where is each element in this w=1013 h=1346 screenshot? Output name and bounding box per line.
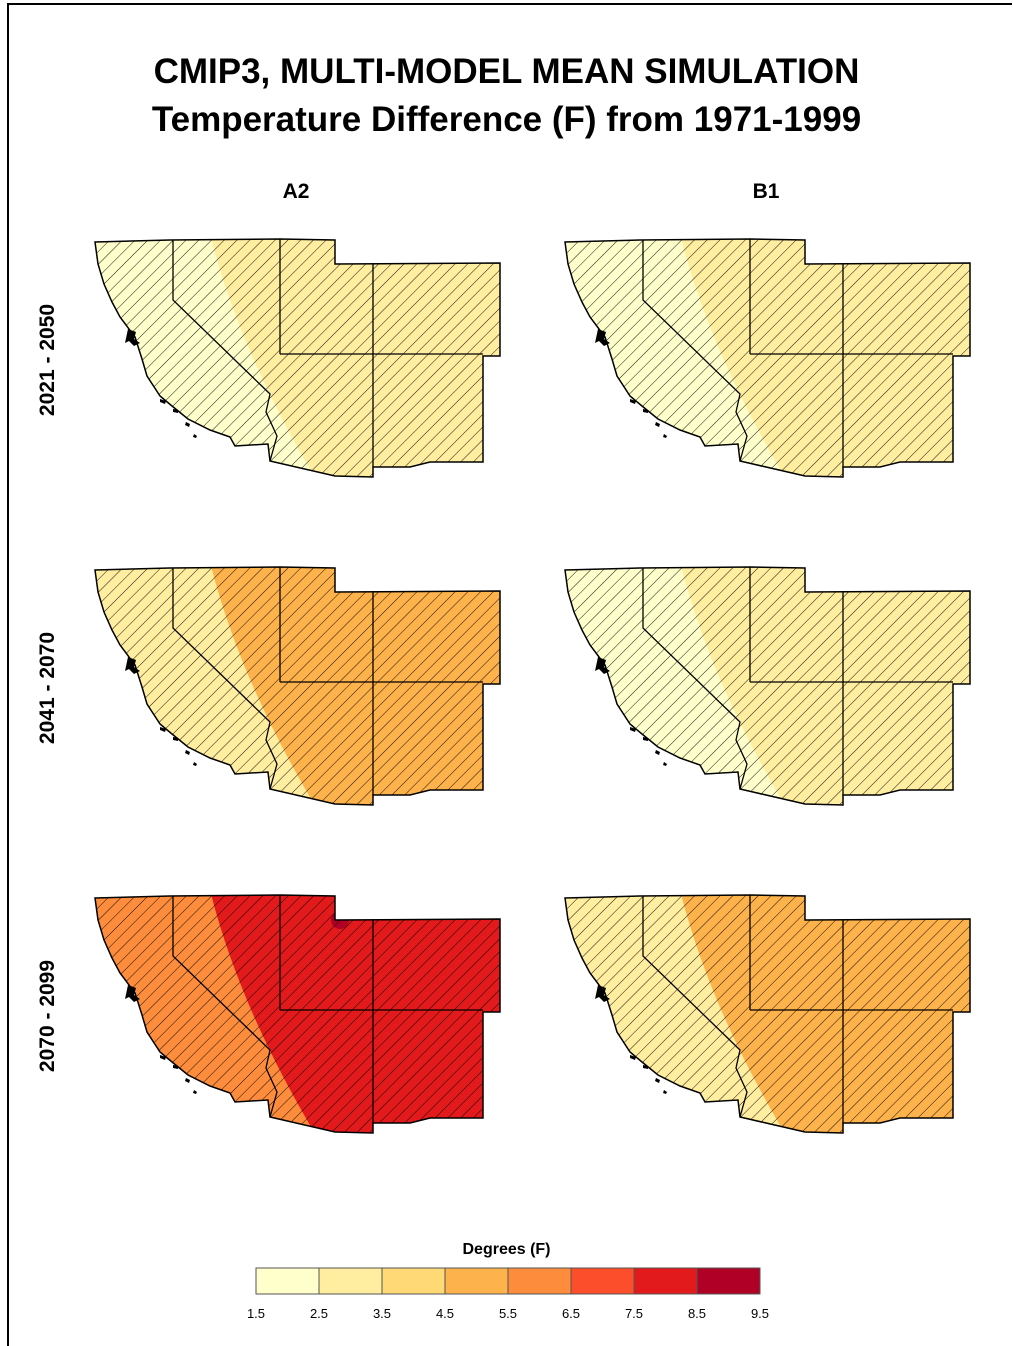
legend-title: Degrees (F) (462, 1241, 551, 1258)
row-label-2021-2050: 2021 - 2050 (36, 303, 59, 417)
state-border (642, 568, 748, 790)
island (663, 762, 667, 766)
state-border (642, 896, 748, 1118)
island (663, 434, 667, 438)
legend-tick-label: 6.5 (561, 1306, 581, 1321)
legend-swatch (444, 1267, 509, 1295)
significance-hatching (565, 239, 970, 477)
significance-hatching (565, 567, 970, 805)
island (630, 1055, 636, 1060)
map-b1-2021-2050 (564, 238, 971, 478)
island (630, 399, 636, 404)
map-a2-2021-2050 (94, 238, 501, 478)
island (193, 762, 197, 766)
island (193, 1090, 197, 1094)
island (173, 737, 178, 741)
bay (595, 657, 610, 674)
island (193, 434, 197, 438)
bay (595, 329, 610, 346)
island (160, 1055, 166, 1060)
legend-swatch (318, 1267, 383, 1295)
island (160, 399, 166, 404)
legend-swatch (381, 1267, 446, 1295)
bay (125, 985, 140, 1002)
column-label-a2: A2 (282, 180, 310, 203)
figure-title-line1: CMIP3, MULTI-MODEL MEAN SIMULATION (153, 52, 860, 91)
legend-tick-label: 2.5 (309, 1306, 329, 1321)
legend-swatch (696, 1267, 761, 1295)
island (185, 1078, 190, 1083)
map-b1-2070-2099 (564, 894, 971, 1134)
bay (125, 657, 140, 674)
island (173, 409, 178, 413)
island (173, 1065, 178, 1069)
legend-tick-label: 7.5 (624, 1306, 644, 1321)
legend-swatch (633, 1267, 698, 1295)
significance-hatching (95, 239, 500, 477)
legend-swatch (507, 1267, 572, 1295)
legend-color-bar (255, 1267, 761, 1295)
map-a2-2070-2099 (94, 894, 501, 1134)
island (185, 422, 190, 427)
row-label-2070-2099: 2070 - 2099 (36, 959, 59, 1073)
significance-hatching (95, 895, 500, 1133)
bay (595, 985, 610, 1002)
bay (125, 329, 140, 346)
island (655, 422, 660, 427)
column-label-b1: B1 (752, 180, 780, 203)
island (655, 1078, 660, 1083)
legend-tick-label: 9.5 (750, 1306, 770, 1321)
state-border (172, 240, 278, 462)
island (655, 750, 660, 755)
island (630, 727, 636, 732)
figure-title-line2: Temperature Difference (F) from 1971-199… (151, 100, 862, 139)
island (643, 409, 648, 413)
island (643, 737, 648, 741)
significance-hatching (565, 895, 970, 1133)
row-label-2041-2070: 2041 - 2070 (36, 631, 59, 745)
map-a2-2041-2070 (94, 566, 501, 806)
significance-hatching (95, 567, 500, 805)
legend-swatch (255, 1267, 320, 1295)
legend-tick-label: 8.5 (687, 1306, 707, 1321)
state-border (642, 240, 748, 462)
legend-tick-label: 4.5 (435, 1306, 455, 1321)
island (663, 1090, 667, 1094)
island (160, 727, 166, 732)
legend-swatch (570, 1267, 635, 1295)
state-border (172, 896, 278, 1118)
legend-tick-label: 1.5 (246, 1306, 266, 1321)
state-border (172, 568, 278, 790)
legend-tick-label: 5.5 (498, 1306, 518, 1321)
island (643, 1065, 648, 1069)
island (185, 750, 190, 755)
map-b1-2041-2070 (564, 566, 971, 806)
legend-tick-label: 3.5 (372, 1306, 392, 1321)
